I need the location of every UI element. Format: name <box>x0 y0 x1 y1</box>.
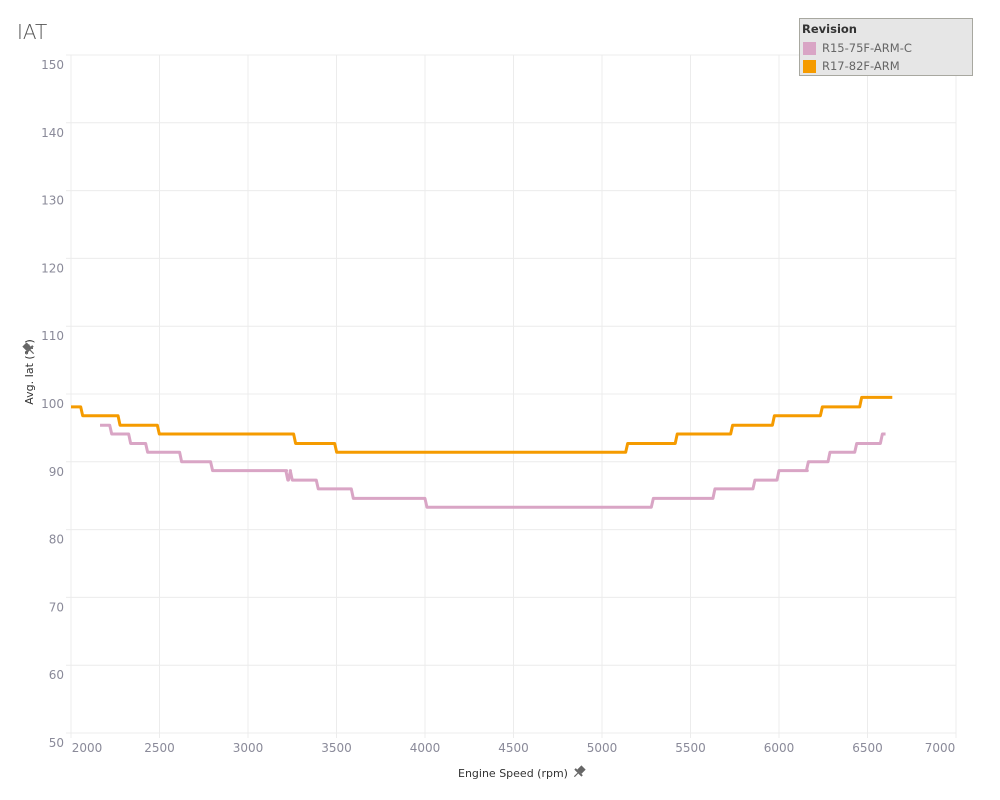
x-axis-pin-icon[interactable] <box>571 764 587 780</box>
y-axis-title: Avg. Iat (°F) <box>23 339 36 405</box>
y-axis-ticks: 50 60 70 80 90 100 110 120 130 140 150 <box>41 58 64 750</box>
y-tick-label: 140 <box>41 126 64 140</box>
y-tick-label: 120 <box>41 261 64 275</box>
legend-swatch <box>803 59 816 73</box>
y-tick-label: 130 <box>41 194 64 208</box>
x-tick-label: 6500 <box>852 741 883 755</box>
y-tick-label: 80 <box>49 533 64 547</box>
legend-title: Revision <box>802 22 857 36</box>
chart-title: IAT <box>17 20 48 44</box>
legend-item-r15[interactable]: R15-75F-ARM-C <box>803 40 912 56</box>
legend-label: R17-82F-ARM <box>822 59 900 73</box>
y-tick-label: 150 <box>41 58 64 72</box>
x-tick-label: 2000 <box>72 741 103 755</box>
x-tick-label: 3000 <box>233 741 264 755</box>
x-tick-label: 3500 <box>321 741 352 755</box>
x-tick-label: 4000 <box>410 741 441 755</box>
x-tick-label: 2500 <box>144 741 175 755</box>
y-tick-label: 90 <box>49 465 64 479</box>
gridlines <box>66 54 957 738</box>
y-tick-label: 70 <box>49 600 64 614</box>
legend: Revision R15-75F-ARM-C R17-82F-ARM <box>799 18 973 76</box>
series-line-0[interactable] <box>100 423 886 509</box>
x-tick-label: 6000 <box>764 741 795 755</box>
y-tick-label: 60 <box>49 668 64 682</box>
legend-swatch <box>803 41 816 55</box>
x-axis-title: Engine Speed (rpm) <box>458 767 568 780</box>
y-tick-label: 100 <box>41 397 64 411</box>
x-tick-label: 5000 <box>587 741 618 755</box>
x-tick-label: 4500 <box>498 741 529 755</box>
legend-label: R15-75F-ARM-C <box>822 41 912 55</box>
y-tick-label: 50 <box>49 736 64 750</box>
y-tick-label: 110 <box>41 329 64 343</box>
y-axis-pin-icon[interactable] <box>21 341 37 357</box>
x-tick-label: 7000 <box>925 741 956 755</box>
x-tick-label: 5500 <box>675 741 706 755</box>
series-line-1[interactable] <box>71 395 893 454</box>
x-axis-ticks: 2000 2500 3000 3500 4000 4500 5000 5500 6000 6500… <box>72 741 956 755</box>
series-lines <box>71 395 893 509</box>
legend-item-r17[interactable]: R17-82F-ARM <box>803 58 900 74</box>
